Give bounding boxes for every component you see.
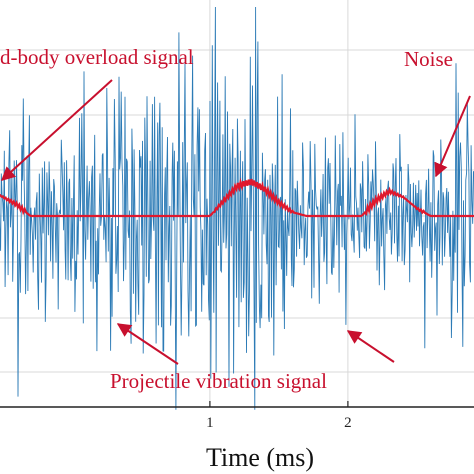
overload-annotation: d-body overload signal (0, 45, 194, 69)
x-tick-label: 2 (344, 415, 352, 431)
overload-arrow (0, 79, 113, 181)
vibration-series (0, 6, 474, 410)
vibration-line (0, 6, 474, 410)
overload-line (0, 177, 474, 218)
vibration-arrow-2 (346, 330, 395, 363)
noise-annotation: Noise (404, 47, 453, 71)
vibration-annotation: Projectile vibration signal (110, 369, 327, 393)
x-tick-label: 1 (206, 415, 214, 431)
x-axis-title: Time (ms) (206, 443, 314, 472)
vibration-arrow (116, 323, 179, 365)
annotation-arrows (0, 79, 471, 365)
overload-series (0, 177, 474, 218)
noise-arrow (434, 95, 471, 178)
x-ticks: 123 (206, 401, 352, 431)
